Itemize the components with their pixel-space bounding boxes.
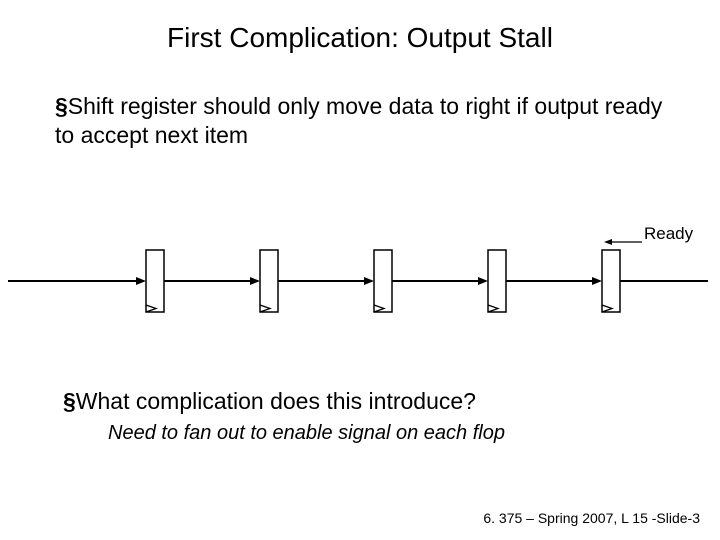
bullet-2: §What complication does this introduce?: [63, 388, 476, 415]
flipflop-4: [488, 250, 506, 312]
diagram-svg: [8, 218, 708, 338]
flipflop-5: [602, 250, 620, 312]
bullet-1-text: Shift register should only move data to …: [55, 93, 662, 148]
bullet-marker-2: §: [63, 388, 76, 415]
answer-text: Need to fan out to enable signal on each…: [108, 422, 505, 445]
bullet-2-text: What complication does this introduce?: [76, 388, 476, 414]
slide-footer: 6. 375 – Spring 2007, L 15 -Slide-3: [483, 510, 700, 526]
slide: First Complication: Output Stall §Shift …: [0, 0, 720, 540]
flipflop-3: [374, 250, 392, 312]
bullet-marker-1: §: [55, 92, 68, 121]
flipflop-2: [260, 250, 278, 312]
slide-title: First Complication: Output Stall: [0, 22, 720, 54]
flipflop-1: [146, 250, 164, 312]
ready-label: Ready: [644, 224, 693, 244]
shift-register-diagram: Ready: [8, 218, 708, 338]
ready-arrow: [604, 239, 642, 245]
bullet-1: §Shift register should only move data to…: [55, 92, 665, 150]
